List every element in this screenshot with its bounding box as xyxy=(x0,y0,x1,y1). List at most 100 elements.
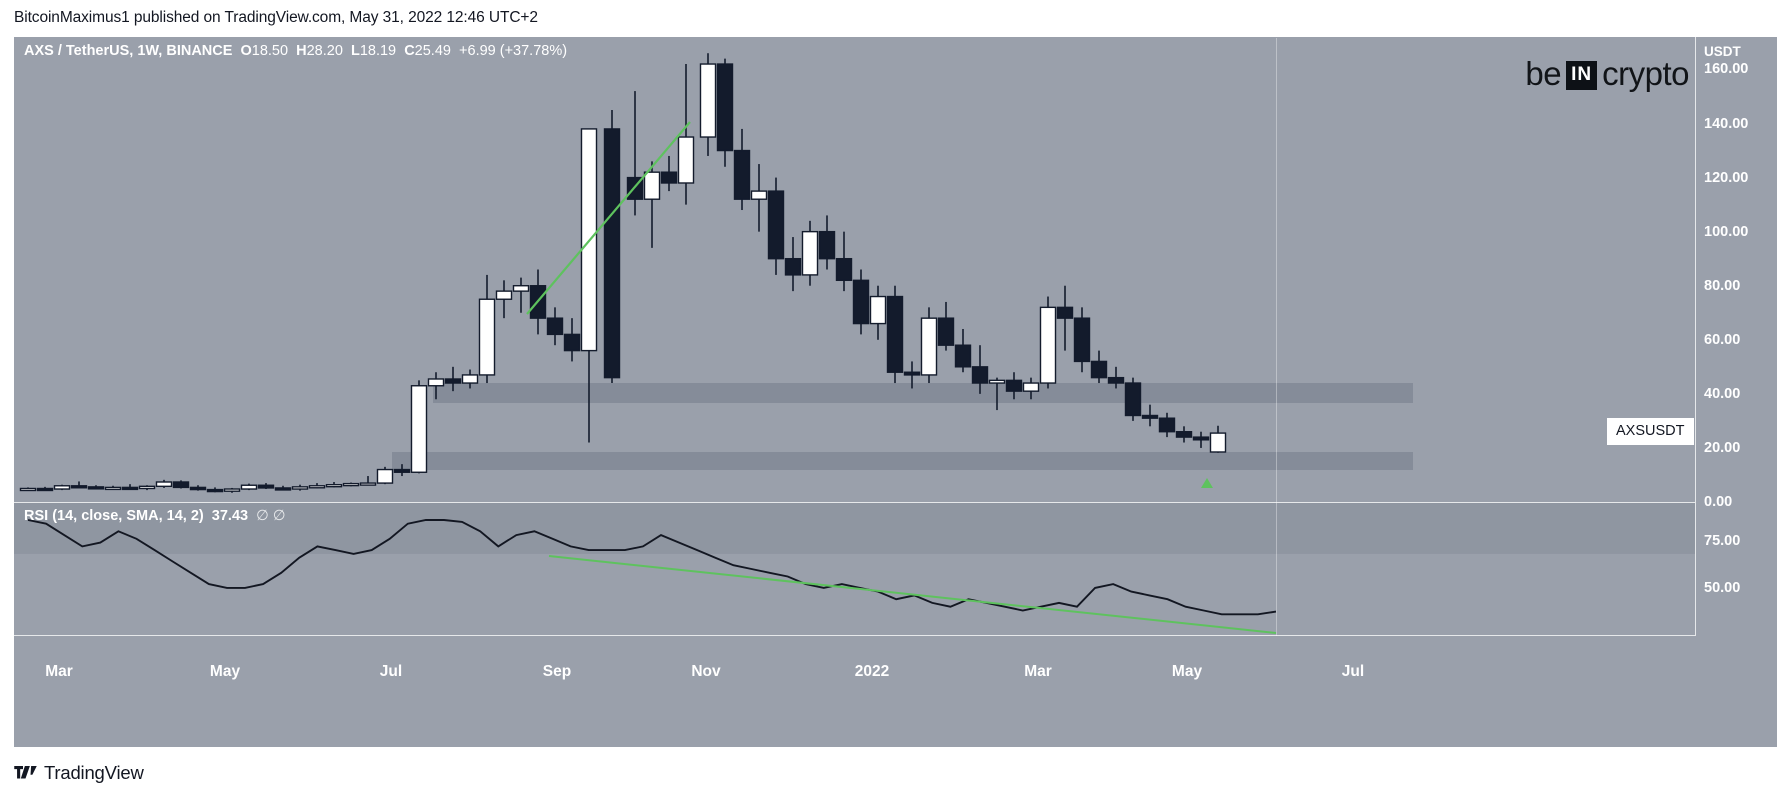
rsi-upper-band xyxy=(14,503,1695,554)
candlestick xyxy=(393,464,411,477)
candlestick xyxy=(410,380,428,474)
price-zone-rect[interactable] xyxy=(433,383,1413,403)
candlestick xyxy=(971,345,989,394)
candlestick xyxy=(342,482,360,487)
candlestick xyxy=(677,64,695,205)
candlestick xyxy=(376,466,394,485)
time-scale-tick-label: Mar xyxy=(1024,663,1052,680)
rsi-legend-extra-2: ∅ xyxy=(272,508,286,524)
legend-high-value: 28.20 xyxy=(306,43,343,59)
price-trendline[interactable] xyxy=(526,121,691,315)
legend-change: +6.99 (+37.78%) xyxy=(459,43,568,59)
candlestick xyxy=(1124,377,1142,421)
candlestick xyxy=(1073,307,1091,373)
candlestick xyxy=(1192,431,1210,448)
watermark-part-1: be xyxy=(1525,55,1562,92)
candlestick xyxy=(1039,296,1057,389)
rsi-scale-tick-label: 50.00 xyxy=(1704,579,1741,596)
candlestick xyxy=(53,484,71,491)
price-scale-tick-label: 40.00 xyxy=(1704,385,1741,402)
legend-open-value: 18.50 xyxy=(251,43,289,59)
price-scale-axis[interactable]: USDT 160.00 140.00 120.00 100.00 80.00 60.00 4… xyxy=(1695,37,1777,747)
candlestick xyxy=(257,483,275,490)
candlestick xyxy=(461,369,479,389)
tradingview-footer-logo[interactable]: TradingView xyxy=(14,762,144,784)
rsi-legend-title[interactable]: RSI (14, close, SMA, 14, 2) xyxy=(24,508,204,524)
price-scale-tick-label: 0.00 xyxy=(1704,494,1733,510)
candlestick xyxy=(954,328,972,373)
time-scale-tick-label: Mar xyxy=(45,663,73,680)
candlestick xyxy=(818,215,836,270)
candlestick xyxy=(138,485,156,491)
candlestick xyxy=(87,485,105,490)
price-scale-tick-label: 140.00 xyxy=(1704,115,1749,132)
candlestick xyxy=(903,361,921,389)
rsi-legend-extra-1: ∅ xyxy=(256,508,269,524)
candlestick xyxy=(223,487,241,493)
rsi-legend[interactable]: RSI (14, close, SMA, 14, 2) 37.43 ∅ ∅ xyxy=(24,508,285,524)
rsi-bottom-divider xyxy=(14,635,1777,636)
candlestick xyxy=(155,479,173,488)
candlestick xyxy=(172,480,190,489)
time-scale-axis[interactable]: Mar May Jul Sep Nov 2022 Mar May Jul xyxy=(14,38,1777,747)
time-scale-tick-label: Nov xyxy=(691,663,721,680)
time-scale-tick-label: Jul xyxy=(379,663,403,680)
price-legend[interactable]: AXS / TetherUS, 1W, BINANCE O18.50 H28.2… xyxy=(24,43,568,59)
watermark-part-2: crypto xyxy=(1602,55,1689,92)
legend-close-value: 25.49 xyxy=(414,43,451,59)
candlestick xyxy=(563,318,581,362)
candlestick xyxy=(495,280,513,319)
candlestick xyxy=(852,269,870,335)
candlestick xyxy=(1209,425,1227,453)
pane-divider xyxy=(14,502,1777,503)
time-scale-tick-label: Sep xyxy=(542,663,572,680)
candlestick xyxy=(869,285,887,340)
candlestick xyxy=(104,485,122,491)
price-scale-tick-label: 80.00 xyxy=(1704,277,1741,294)
tradingview-footer-brand: TradingView xyxy=(44,762,144,783)
candlestick xyxy=(189,485,207,491)
rsi-trendline[interactable] xyxy=(548,555,1277,634)
legend-close-label: C xyxy=(404,43,415,59)
candlestick xyxy=(937,301,955,351)
candlestick xyxy=(643,161,661,248)
candlestick xyxy=(206,487,224,493)
candlestick-plot xyxy=(19,53,1413,493)
candlestick xyxy=(70,481,88,489)
candlestick xyxy=(19,487,37,492)
candlestick xyxy=(835,231,853,292)
candlestick xyxy=(1022,377,1040,400)
price-scale-unit: USDT xyxy=(1704,44,1741,59)
chart-container[interactable]: be IN crypto AXS / TetherUS, 1W, BINANCE… xyxy=(14,37,1777,747)
rsi-pane[interactable] xyxy=(14,503,1695,635)
candlestick xyxy=(359,476,377,486)
candlestick xyxy=(427,372,445,400)
price-scale-tick-label: 160.00 xyxy=(1704,61,1749,78)
candlestick xyxy=(767,177,785,275)
time-scale-tick-label: Jul xyxy=(1341,663,1365,680)
candlestick xyxy=(1158,412,1176,438)
legend-exchange[interactable]: BINANCE xyxy=(166,43,233,59)
candlestick xyxy=(478,274,496,384)
candlestick xyxy=(325,481,343,488)
candlestick xyxy=(626,91,644,216)
publish-credit-line: BitcoinMaximus1 published on TradingView… xyxy=(14,9,538,26)
candlestick xyxy=(716,58,734,167)
tradingview-glyph-icon xyxy=(14,765,37,778)
price-pane[interactable] xyxy=(14,37,1695,502)
time-scale-tick-label: May xyxy=(1171,663,1203,680)
candlestick xyxy=(733,128,751,211)
candlestick xyxy=(603,109,621,384)
candlestick xyxy=(1005,372,1023,400)
symbol-price-tag: AXSUSDT xyxy=(1607,418,1694,446)
candlestick xyxy=(988,377,1006,411)
candlestick xyxy=(291,484,309,491)
time-scale-tick-label: 2022 xyxy=(854,663,890,680)
price-zone-rect[interactable] xyxy=(392,452,1413,470)
legend-interval[interactable]: 1W xyxy=(137,43,159,59)
legend-symbol[interactable]: AXS / TetherUS xyxy=(24,43,130,59)
bullish-arrow-marker-icon[interactable] xyxy=(1201,478,1213,488)
candlestick xyxy=(784,237,802,292)
legend-open-label: O xyxy=(240,43,252,59)
rsi-line-path xyxy=(27,519,1277,616)
